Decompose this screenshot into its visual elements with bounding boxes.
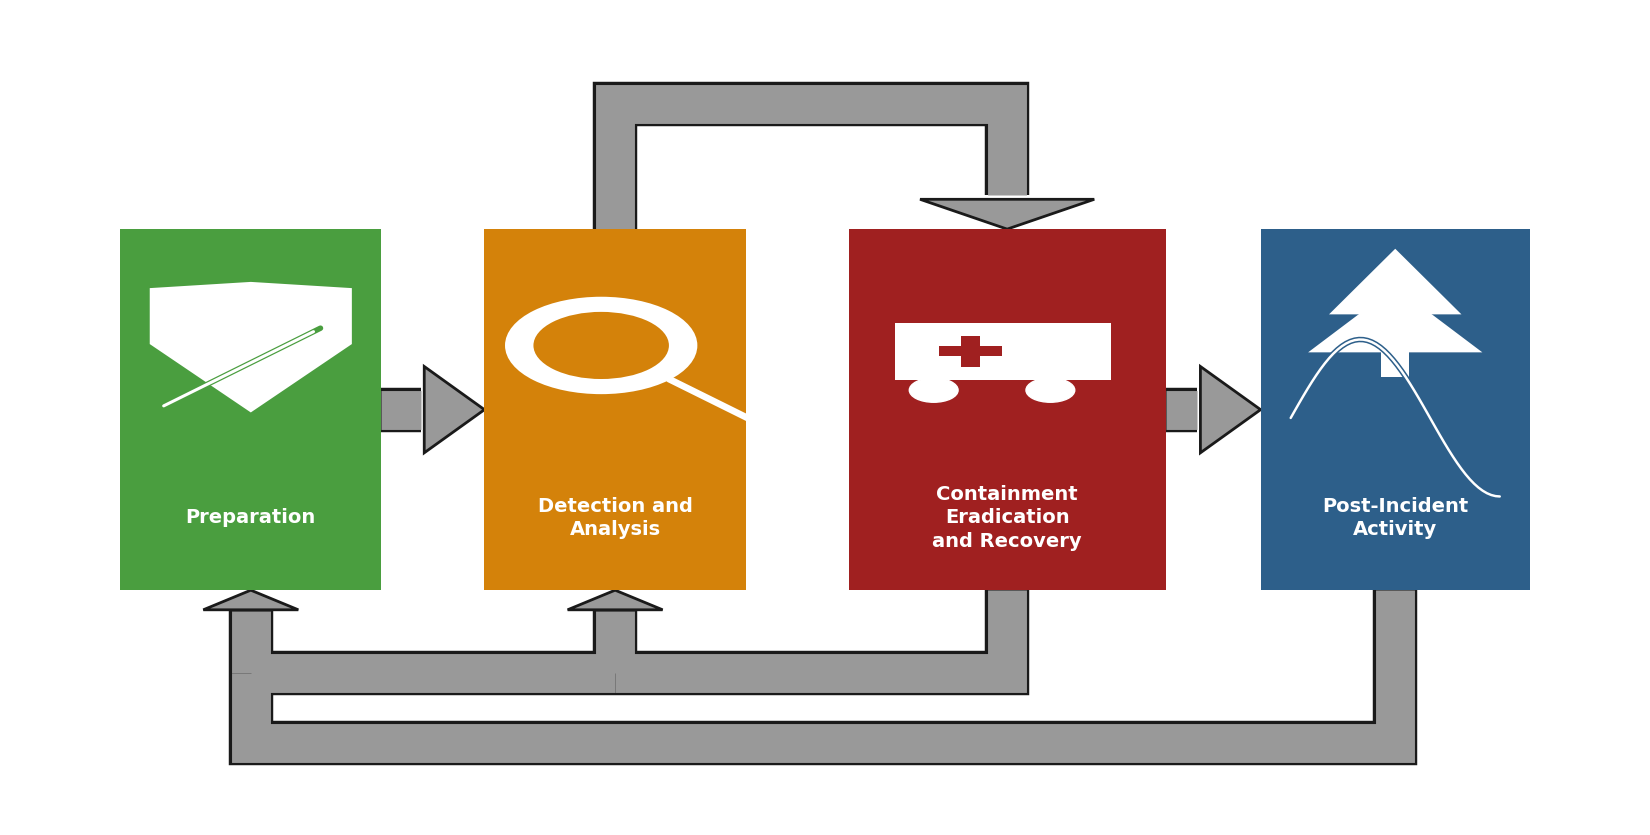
Polygon shape bbox=[568, 590, 663, 610]
Text: Post-Incident
Activity: Post-Incident Activity bbox=[1322, 497, 1468, 539]
FancyBboxPatch shape bbox=[485, 229, 746, 590]
FancyBboxPatch shape bbox=[1046, 336, 1110, 380]
Polygon shape bbox=[1201, 367, 1261, 453]
Text: Containment
Eradication
and Recovery: Containment Eradication and Recovery bbox=[932, 485, 1082, 551]
Polygon shape bbox=[1308, 286, 1482, 352]
FancyBboxPatch shape bbox=[1261, 229, 1530, 590]
Circle shape bbox=[507, 299, 695, 392]
Polygon shape bbox=[203, 590, 299, 610]
Text: Detection and
Analysis: Detection and Analysis bbox=[538, 497, 693, 539]
Polygon shape bbox=[150, 282, 351, 412]
Circle shape bbox=[1026, 378, 1074, 402]
FancyBboxPatch shape bbox=[1381, 349, 1409, 377]
Polygon shape bbox=[1328, 249, 1462, 314]
Circle shape bbox=[909, 378, 959, 402]
FancyBboxPatch shape bbox=[120, 229, 381, 590]
Circle shape bbox=[533, 312, 668, 379]
Polygon shape bbox=[921, 200, 1094, 229]
Text: Preparation: Preparation bbox=[186, 509, 315, 528]
FancyBboxPatch shape bbox=[848, 229, 1165, 590]
FancyBboxPatch shape bbox=[939, 347, 1002, 357]
Polygon shape bbox=[424, 367, 485, 453]
FancyBboxPatch shape bbox=[960, 336, 980, 367]
FancyBboxPatch shape bbox=[894, 323, 1110, 380]
